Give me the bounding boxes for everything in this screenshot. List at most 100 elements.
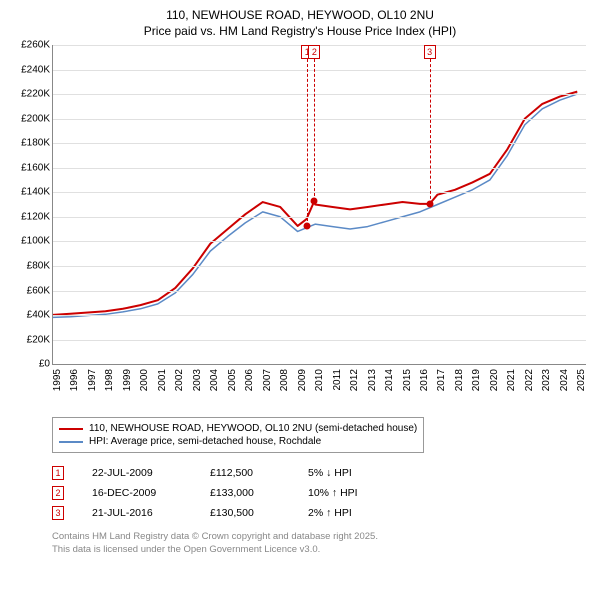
- transaction-delta: 5% ↓ HPI: [308, 467, 408, 479]
- x-tick-label: 2003: [192, 369, 203, 391]
- gridline: [53, 192, 586, 193]
- x-tick-label: 2007: [262, 369, 273, 391]
- x-tick-label: 1998: [104, 369, 115, 391]
- gridline: [53, 119, 586, 120]
- x-axis: 1995 1996 1997 1998 1999 2000 2001 2002 2003 2004…: [52, 367, 586, 415]
- x-tick-label: 2017: [436, 369, 447, 391]
- y-tick-label: £180K: [21, 138, 50, 149]
- y-tick-label: £40K: [27, 310, 50, 321]
- x-tick-label: 2008: [279, 369, 290, 391]
- x-tick-label: 2023: [541, 369, 552, 391]
- chart-area: £0 £20K £40K £60K £80K £100K £120K £140K £160K £1…: [10, 45, 590, 415]
- chart-marker-dot: [426, 201, 433, 208]
- x-tick-label: 2025: [576, 369, 587, 391]
- footer-line-1: Contains HM Land Registry data © Crown c…: [52, 531, 590, 543]
- y-tick-label: £260K: [21, 40, 50, 51]
- legend-swatch: [59, 441, 83, 443]
- legend-swatch: [59, 428, 83, 430]
- legend-row: HPI: Average price, semi-detached house,…: [59, 435, 417, 448]
- gridline: [53, 217, 586, 218]
- gridline: [53, 241, 586, 242]
- gridline: [53, 168, 586, 169]
- x-tick-label: 2021: [506, 369, 517, 391]
- transaction-price: £133,000: [210, 487, 280, 499]
- x-tick-label: 1995: [52, 369, 63, 391]
- transaction-number: 2: [52, 486, 64, 500]
- chart-marker-dot: [304, 223, 311, 230]
- gridline: [53, 94, 586, 95]
- y-axis: £0£20K£40K£60K£80K£100K£120K£140K£160K£1…: [10, 45, 52, 365]
- chart-marker-line: [307, 59, 308, 226]
- y-tick-label: £160K: [21, 162, 50, 173]
- y-tick-label: £100K: [21, 236, 50, 247]
- x-tick-label: 1999: [122, 369, 133, 391]
- y-tick-label: £220K: [21, 89, 50, 100]
- transaction-date: 22-JUL-2009: [92, 467, 182, 479]
- plot-area: 123: [52, 45, 586, 365]
- x-tick-label: 2011: [332, 369, 343, 391]
- footer-attribution: Contains HM Land Registry data © Crown c…: [52, 531, 590, 556]
- chart-title: 110, NEWHOUSE ROAD, HEYWOOD, OL10 2NU Pr…: [10, 8, 590, 39]
- y-tick-label: £0: [39, 359, 50, 370]
- x-tick-label: 1996: [69, 369, 80, 391]
- transaction-price: £130,500: [210, 507, 280, 519]
- gridline: [53, 70, 586, 71]
- x-tick-label: 2018: [454, 369, 465, 391]
- legend: 110, NEWHOUSE ROAD, HEYWOOD, OL10 2NU (s…: [52, 417, 424, 453]
- chart-marker-line: [430, 59, 431, 204]
- y-tick-label: £60K: [27, 285, 50, 296]
- x-tick-label: 2004: [209, 369, 220, 391]
- x-tick-label: 2013: [367, 369, 378, 391]
- transaction-number: 1: [52, 466, 64, 480]
- y-tick-label: £240K: [21, 64, 50, 75]
- gridline: [53, 143, 586, 144]
- title-line-2: Price paid vs. HM Land Registry's House …: [10, 24, 590, 40]
- x-tick-label: 2012: [349, 369, 360, 391]
- x-tick-label: 2022: [524, 369, 535, 391]
- chart-lines: [53, 45, 586, 364]
- x-tick-label: 1997: [87, 369, 98, 391]
- chart-container: 110, NEWHOUSE ROAD, HEYWOOD, OL10 2NU Pr…: [0, 0, 600, 590]
- legend-row: 110, NEWHOUSE ROAD, HEYWOOD, OL10 2NU (s…: [59, 422, 417, 435]
- gridline: [53, 340, 586, 341]
- transactions-table: 1 22-JUL-2009 £112,500 5% ↓ HPI 2 16-DEC-2009…: [52, 463, 590, 523]
- y-tick-label: £200K: [21, 113, 50, 124]
- chart-marker-dot: [311, 198, 318, 205]
- transaction-price: £112,500: [210, 467, 280, 479]
- y-tick-label: £80K: [27, 261, 50, 272]
- transaction-row: 3 21-JUL-2016 £130,500 2% ↑ HPI: [52, 503, 590, 523]
- transaction-date: 21-JUL-2016: [92, 507, 182, 519]
- x-tick-label: 2024: [559, 369, 570, 391]
- x-tick-label: 2009: [297, 369, 308, 391]
- x-tick-label: 2020: [489, 369, 500, 391]
- transaction-delta: 10% ↑ HPI: [308, 487, 408, 499]
- transaction-number: 3: [52, 506, 64, 520]
- transaction-row: 1 22-JUL-2009 £112,500 5% ↓ HPI: [52, 463, 590, 483]
- gridline: [53, 291, 586, 292]
- y-tick-label: £120K: [21, 211, 50, 222]
- x-tick-label: 2010: [314, 369, 325, 391]
- chart-marker-line: [314, 59, 315, 201]
- x-tick-label: 2014: [384, 369, 395, 391]
- x-tick-label: 2005: [227, 369, 238, 391]
- transaction-row: 2 16-DEC-2009 £133,000 10% ↑ HPI: [52, 483, 590, 503]
- transaction-delta: 2% ↑ HPI: [308, 507, 408, 519]
- gridline: [53, 266, 586, 267]
- x-tick-label: 2019: [471, 369, 482, 391]
- gridline: [53, 315, 586, 316]
- legend-label: 110, NEWHOUSE ROAD, HEYWOOD, OL10 2NU (s…: [89, 423, 417, 434]
- title-line-1: 110, NEWHOUSE ROAD, HEYWOOD, OL10 2NU: [10, 8, 590, 24]
- chart-marker-box: 2: [308, 45, 320, 59]
- x-tick-label: 2001: [157, 369, 168, 391]
- x-tick-label: 2000: [139, 369, 150, 391]
- x-tick-label: 2015: [402, 369, 413, 391]
- footer-line-2: This data is licensed under the Open Gov…: [52, 544, 590, 556]
- chart-marker-box: 3: [424, 45, 436, 59]
- legend-label: HPI: Average price, semi-detached house,…: [89, 436, 321, 447]
- x-tick-label: 2016: [419, 369, 430, 391]
- transaction-date: 16-DEC-2009: [92, 487, 182, 499]
- y-tick-label: £140K: [21, 187, 50, 198]
- y-tick-label: £20K: [27, 334, 50, 345]
- x-tick-label: 2002: [174, 369, 185, 391]
- x-tick-label: 2006: [244, 369, 255, 391]
